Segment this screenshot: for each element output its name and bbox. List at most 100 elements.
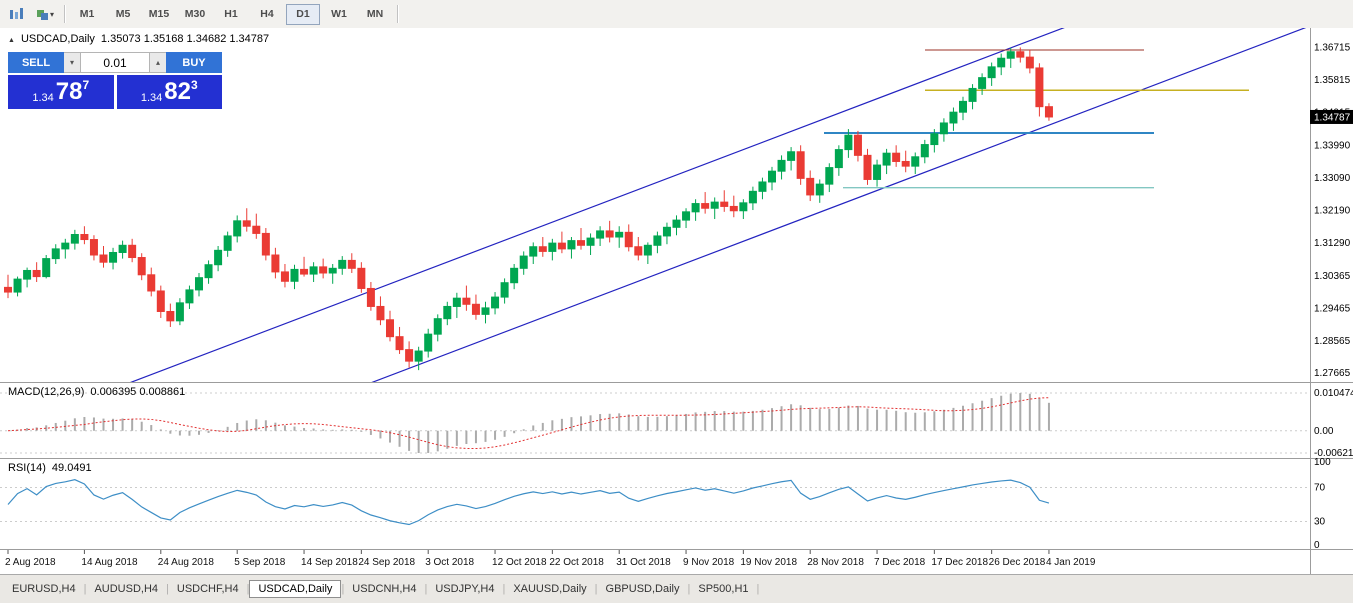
svg-text:0: 0 — [1314, 540, 1320, 551]
svg-text:24 Aug 2018: 24 Aug 2018 — [158, 557, 215, 568]
svg-text:2 Aug 2018: 2 Aug 2018 — [5, 557, 56, 568]
channel-lower-line — [371, 28, 1307, 382]
macd-signal-line — [7, 397, 1049, 450]
toolbar-separator — [397, 5, 398, 23]
rsi-line — [7, 479, 1050, 526]
tab-divider: | — [687, 583, 691, 595]
buy-button[interactable]: BUY — [166, 52, 222, 73]
buy-price-prefix: 1.34 — [140, 92, 163, 104]
buy-price-pip: 3 — [190, 78, 198, 92]
buy-price-main: 82 — [164, 78, 191, 105]
tab-divider: | — [246, 583, 250, 595]
rsi-name: RSI(14) — [8, 462, 46, 474]
chart-tab-sp500-h1[interactable]: SP500,H1 — [698, 583, 749, 595]
rsi-value: 49.0491 — [51, 462, 92, 474]
objects-dropdown-button[interactable]: ▾ — [31, 3, 59, 25]
chart-tab-xauusd-daily[interactable]: XAUUSD,Daily — [513, 583, 587, 595]
toolbar-separator — [64, 5, 65, 23]
svg-text:0.010474: 0.010474 — [1314, 388, 1353, 399]
sell-price-button[interactable]: 1.34 78 7 — [8, 75, 114, 109]
chart-canvas[interactable]: 1.367151.358151.349151.339901.330901.321… — [0, 28, 1353, 574]
svg-text:31 Oct 2018: 31 Oct 2018 — [616, 557, 671, 568]
timeframe-button-h1[interactable]: H1 — [224, 8, 238, 20]
chevron-down-icon: ▾ — [49, 9, 54, 19]
timeframe-button-mn[interactable]: MN — [366, 8, 384, 20]
chart-tab-gbpusd-daily[interactable]: GBPUSD,Daily — [605, 583, 680, 595]
svg-text:26 Dec 2018: 26 Dec 2018 — [989, 557, 1046, 568]
svg-text:24 Sep 2018: 24 Sep 2018 — [358, 557, 415, 568]
timeframe-button-m15[interactable]: M15 — [148, 8, 170, 20]
timeframe-group: M1 M5 M15 M30 H1 H4 D1 W1 MN — [70, 3, 392, 25]
svg-text:0.00: 0.00 — [1314, 426, 1334, 437]
trend-channel[interactable] — [0, 28, 1353, 564]
one-click-trading-panel: SELL ▾ 0.01 ▴ BUY 1.34 78 7 1.34 82 3 — [8, 52, 222, 109]
chart-title: ▲ USDCAD,Daily 1.35073 1.35168 1.34682 1… — [8, 33, 269, 45]
price-axis[interactable]: 1.367151.358151.349151.339901.330901.321… — [1310, 43, 1353, 380]
collapse-chart-icon[interactable]: ▲ — [8, 37, 15, 44]
macd-pane: 0.010474 0.00 -0.006218 — [0, 388, 1353, 459]
macd-name: MACD(12,26,9) — [8, 386, 85, 398]
svg-text:17 Dec 2018: 17 Dec 2018 — [931, 557, 988, 568]
svg-text:1.28565: 1.28565 — [1314, 336, 1351, 347]
macd-values: 0.006395 0.008861 — [90, 386, 186, 398]
svg-text:1.33090: 1.33090 — [1314, 173, 1351, 184]
sell-price-main: 78 — [55, 78, 83, 105]
chart-window-icon[interactable] — [3, 3, 31, 25]
svg-text:22 Oct 2018: 22 Oct 2018 — [549, 557, 604, 568]
svg-text:4 Jan 2019: 4 Jan 2019 — [1046, 557, 1096, 568]
chart-symbol-label: USDCAD,Daily — [20, 33, 95, 45]
svg-text:1.27665: 1.27665 — [1314, 368, 1351, 379]
chart-tab-usdchf-h4[interactable]: USDCHF,H4 — [176, 583, 239, 595]
chart-tab-usdjpy-h4[interactable]: USDJPY,H4 — [435, 583, 495, 595]
tab-divider: | — [341, 583, 345, 595]
svg-text:70: 70 — [1314, 483, 1326, 494]
chart-bars-icon — [10, 8, 23, 19]
svg-text:30: 30 — [1314, 517, 1326, 528]
timeframe-button-m30[interactable]: M30 — [184, 8, 206, 20]
chart-ohlc-values: 1.35073 1.35168 1.34682 1.34787 — [100, 33, 270, 45]
svg-text:14 Aug 2018: 14 Aug 2018 — [81, 557, 138, 568]
sell-price-pip: 7 — [82, 78, 90, 92]
svg-text:9 Nov 2018: 9 Nov 2018 — [683, 557, 735, 568]
current-price-badge — [1310, 109, 1353, 124]
timeframe-button-d1[interactable]: D1 — [286, 3, 320, 25]
tab-divider: | — [594, 583, 598, 595]
svg-text:5 Sep 2018: 5 Sep 2018 — [234, 557, 286, 568]
timeframe-button-w1[interactable]: W1 — [331, 8, 347, 20]
chart-tab-eurusd-h4[interactable]: EURUSD,H4 — [12, 583, 76, 595]
tab-divider: | — [166, 583, 169, 595]
lot-increase-button[interactable]: ▴ — [150, 52, 166, 73]
chart-tab-usdcad-daily[interactable]: USDCAD,Daily — [249, 580, 342, 598]
objects-icon — [36, 9, 48, 20]
rsi-pane: 100 70 30 0 — [0, 457, 1331, 551]
svg-text:1.35815: 1.35815 — [1314, 75, 1351, 86]
svg-text:-0.006218: -0.006218 — [1314, 448, 1353, 459]
sell-button[interactable]: SELL — [8, 52, 64, 73]
lot-decrease-button[interactable]: ▾ — [64, 52, 80, 73]
lot-size-input[interactable]: 0.01 — [80, 52, 150, 73]
chart-tab-usdcnh-h4[interactable]: USDCNH,H4 — [352, 583, 417, 595]
main-toolbar: ▾ M1 M5 M15 M30 H1 H4 D1 W1 MN — [0, 0, 1353, 29]
svg-text:1.30365: 1.30365 — [1314, 271, 1351, 282]
svg-text:3 Oct 2018: 3 Oct 2018 — [425, 557, 474, 568]
timeframe-button-h4[interactable]: H4 — [260, 8, 274, 20]
chart-tabbar: EURUSD,H4 | AUDUSD,H4 | USDCHF,H4 | USDCAD,Dai… — [0, 574, 1353, 603]
tab-divider: | — [424, 583, 428, 595]
timeframe-button-m5[interactable]: M5 — [115, 8, 131, 20]
timeframe-button-m1[interactable]: M1 — [79, 8, 95, 20]
svg-text:1.29465: 1.29465 — [1314, 303, 1351, 314]
svg-text:1.34787: 1.34787 — [1314, 112, 1351, 123]
date-axis[interactable]: 2 Aug 2018 14 Aug 2018 24 Aug 2018 5 Sep 20… — [5, 550, 1096, 568]
tab-divider: | — [756, 583, 760, 595]
svg-text:1.33990: 1.33990 — [1314, 141, 1351, 152]
svg-text:19 Nov 2018: 19 Nov 2018 — [740, 557, 797, 568]
chart-tab-audusd-h4[interactable]: AUDUSD,H4 — [94, 583, 159, 595]
svg-text:14 Sep 2018: 14 Sep 2018 — [301, 557, 358, 568]
buy-price-button[interactable]: 1.34 82 3 — [116, 75, 222, 109]
svg-text:12 Oct 2018: 12 Oct 2018 — [492, 557, 547, 568]
horizontal-levels[interactable] — [824, 49, 1249, 189]
svg-text:1.31290: 1.31290 — [1314, 238, 1351, 249]
sell-price-prefix: 1.34 — [32, 92, 54, 104]
rsi-indicator-label: RSI(14) 49.0491 — [8, 462, 92, 474]
macd-indicator-label: MACD(12,26,9) 0.006395 0.008861 — [8, 386, 185, 398]
